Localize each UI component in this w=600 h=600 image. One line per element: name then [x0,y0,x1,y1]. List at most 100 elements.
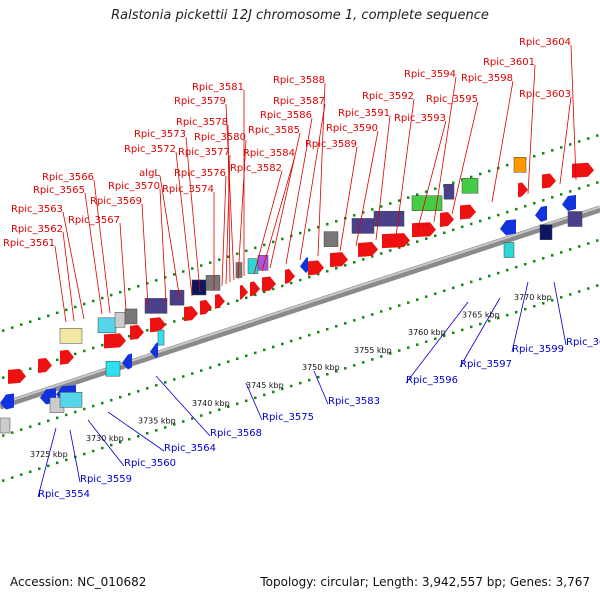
track-dot [308,275,311,279]
track-dot [371,208,374,211]
track-dot [524,262,527,266]
label-leader-line [527,64,536,195]
gene-label: Rpic_3563 [11,204,63,215]
track-dot [479,219,482,223]
track-dot [38,467,41,471]
track-dot [38,317,41,321]
gene-label: Rpic_3562 [11,224,63,235]
track-dot [56,461,59,465]
track-dot [326,269,329,273]
track-dot [254,396,257,400]
gene-label: Rpic_3603 [519,89,571,100]
track-dot [497,213,500,217]
forward-gene-arrow [572,162,594,178]
track-dot [20,428,23,431]
track-dot [290,281,293,285]
track-dot [389,202,392,205]
forward-gene-arrow [250,281,260,297]
track-dot [326,327,329,331]
track-dot [272,287,275,291]
track-dot [596,284,599,287]
track-dot [578,187,581,190]
forward-gene-arrow [150,317,166,333]
track-dot [281,387,284,391]
forward-gene-arrow [412,222,436,238]
gene-label: Rpic_3564 [164,443,216,454]
label-leader-line [87,419,125,467]
track-dot [245,296,248,300]
gene-label: Rpic_3588 [273,75,325,86]
label-leader-line [405,301,469,384]
gene-label: Rpic_3573 [134,129,186,140]
track-dot [452,181,455,185]
track-dot [56,358,59,362]
track-dot [92,299,95,303]
track-dot [533,154,536,158]
label-leader-line [433,76,457,223]
track-dot [146,282,149,285]
track-dot [344,264,347,267]
track-dot [596,181,599,184]
track-dot [488,216,491,220]
track-dot [29,367,32,370]
track-dot [497,316,500,320]
track-dot [47,419,50,423]
gene-block [157,329,165,346]
track-dot [218,363,221,366]
gene-label: Rpic_3559 [80,474,132,485]
track-dot [272,345,275,349]
track-dot [479,277,482,281]
track-dot [488,319,491,323]
track-dot [191,372,194,375]
track-dot [524,204,527,208]
track-dot [443,334,446,338]
track-dot [254,246,257,250]
track-dot [227,302,230,305]
gene-label: Rpic_3585 [248,125,300,136]
track-dot [362,361,365,364]
track-dot [227,405,230,408]
label-leader-line [269,132,301,269]
track-dot [2,329,5,332]
track-dot [11,476,14,479]
track-dot [38,422,41,426]
gene-label: Rpic_3594 [404,69,456,80]
gene-block [124,308,138,325]
gene-label: Rpic_3569 [90,196,142,207]
track-dot [389,249,392,252]
forward-gene-arrow [518,182,528,198]
track-dot [434,187,437,191]
track-dot [101,446,104,450]
track-dot [209,366,212,369]
track-dot [119,290,122,294]
track-dot [398,304,401,307]
track-dot [560,296,563,299]
track-dot [65,458,68,462]
track-dot [263,243,266,247]
gene-label: Rpic_3572 [124,144,176,155]
track-dot [92,404,95,408]
gene-label: Rpic_3577 [178,147,230,158]
scale-label: 3765 kbp [462,310,500,319]
forward-gene-arrow [285,268,295,284]
label-leader-line [107,411,165,452]
label-leader-line [459,297,501,368]
track-dot [398,246,401,249]
gene-block [257,255,269,271]
scale-label: 3750 kbp [302,363,340,372]
track-dot [416,298,419,301]
label-leader-line [159,188,167,304]
label-leader-line [511,281,529,353]
track-dot [209,411,212,414]
track-dot [146,387,149,390]
track-dot [83,452,86,456]
label-leader-line [339,146,358,252]
track-dot [353,214,356,217]
reverse-gene-arrow [0,393,14,410]
gene-block [539,224,553,240]
track-dot [353,364,356,367]
track-dot [380,355,383,358]
track-dot [218,258,221,261]
forward-gene-arrow [38,358,52,374]
